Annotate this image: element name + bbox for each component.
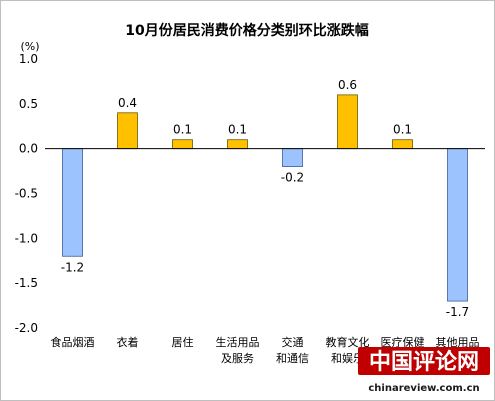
data-label: 0.1 [393,123,412,137]
watermark-url: chinareview.com.cn [368,383,479,394]
x-tick-label: 交通和通信 [276,335,309,365]
bar [337,94,358,150]
watermark: 中国评论网 chinareview.com.cn [358,347,490,394]
bars [62,94,468,302]
y-tick-label: -0.5 [15,187,38,201]
x-axis-labels: 食品烟酒衣着居住生活用品及服务交通和通信教育文化和娱乐医疗保健其他用品和服务 [51,335,480,365]
bar [62,148,83,257]
y-tick-label: -1.0 [15,231,38,245]
watermark-logo-box [358,347,490,375]
x-tick-label: 衣着 [117,335,139,349]
y-axis-ticks: 1.0 0.5 0.0 -0.5 -1.0 -1.5 -2.0 [15,52,38,335]
data-label: 0.1 [228,123,247,137]
bar [447,148,468,302]
bar [392,139,413,150]
y-tick-label: -1.5 [15,276,38,290]
chart-title: 10月份居民消费价格分类别环比涨跌幅 [125,22,368,39]
bar [227,139,248,150]
data-label: -1.2 [61,260,84,274]
x-tick-label: 医疗保健 [381,335,425,349]
data-label: 0.4 [118,96,137,110]
x-tick-label: 生活用品及服务 [216,335,260,365]
x-tick-label: 食品烟酒 [51,335,95,349]
data-label: -1.7 [446,305,469,319]
y-tick-label: 1.0 [19,52,38,66]
bar [117,112,138,150]
y-tick-label: -2.0 [15,321,38,335]
data-label: 0.6 [338,78,357,92]
y-tick-label: 0.0 [19,142,38,156]
bar [172,139,193,150]
x-tick-label: 居住 [172,335,194,349]
data-label: 0.1 [173,123,192,137]
watermark-logo-text: 中国评论网 [369,349,479,375]
x-tick-label: 教育文化和娱乐 [326,335,370,365]
y-tick-label: 0.5 [19,97,38,111]
y-axis-unit: (%) [20,40,39,53]
data-labels: -1.2 0.4 0.1 0.1 -0.2 0.6 0.1 -1.7 [61,78,469,319]
bar [282,148,303,168]
data-label: -0.2 [281,171,304,185]
